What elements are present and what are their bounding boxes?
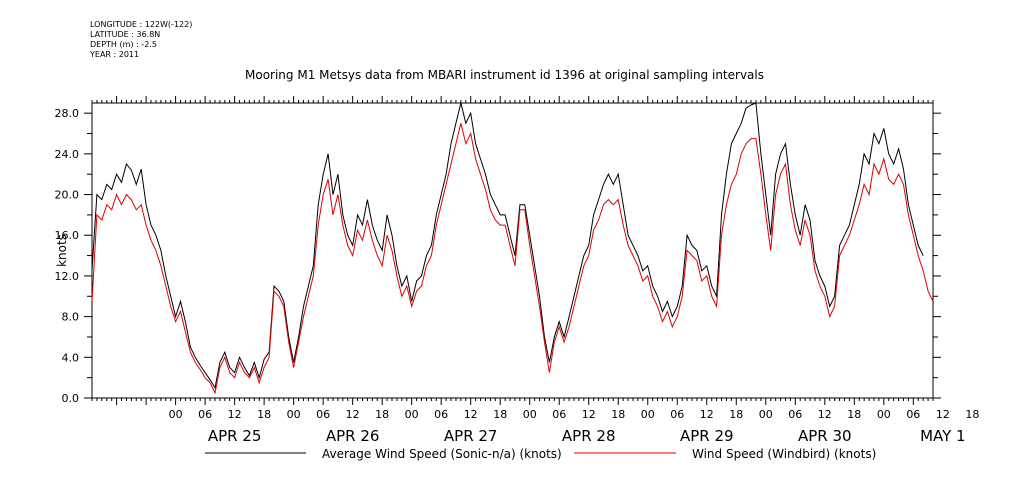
x-day-label: APR 30 — [798, 427, 852, 445]
x-hour-label: 12 — [464, 408, 478, 421]
legend-label-0: Average Wind Speed (Sonic-n/a) (knots) — [322, 447, 562, 461]
x-day-label: APR 29 — [680, 427, 734, 445]
y-tick-label: 8.0 — [62, 311, 80, 324]
x-hour-label: 18 — [493, 408, 507, 421]
latitude-label: LATITUDE : 36.8N — [90, 30, 161, 39]
x-hour-label: 18 — [729, 408, 743, 421]
x-hour-label: 18 — [375, 408, 389, 421]
plot-frame — [91, 102, 934, 399]
x-hour-label: 00 — [523, 408, 537, 421]
x-hour-label: 12 — [818, 408, 832, 421]
x-hour-label: 06 — [316, 408, 330, 421]
x-hour-label: 06 — [552, 408, 566, 421]
y-tick-label: 24.0 — [55, 148, 80, 161]
x-hour-label: 00 — [759, 408, 773, 421]
x-hour-label: 12 — [700, 408, 714, 421]
y-tick-label: 12.0 — [55, 270, 80, 283]
series-line-1 — [91, 123, 934, 395]
depth-label: DEPTH (m) : -2.5 — [90, 40, 157, 49]
series-line-0 — [91, 102, 924, 390]
legend-layer: Average Wind Speed (Sonic-n/a) (knots) Wi… — [205, 447, 876, 461]
x-hour-label: 18 — [257, 408, 271, 421]
x-hour-label: 00 — [169, 408, 183, 421]
x-hour-label: 12 — [228, 408, 242, 421]
x-hour-label: 00 — [641, 408, 655, 421]
year-label: YEAR : 2011 — [90, 50, 140, 59]
x-hour-label: 18 — [847, 408, 861, 421]
y-tick-label: 0.0 — [62, 392, 80, 405]
x-hour-label: 06 — [198, 408, 212, 421]
x-hour-label: 18 — [965, 408, 979, 421]
x-hour-label: 00 — [877, 408, 891, 421]
x-hour-label: 00 — [405, 408, 419, 421]
x-hour-label: 06 — [788, 408, 802, 421]
legend-label-1: Wind Speed (Windbird) (knots) — [692, 447, 876, 461]
x-hour-label: 12 — [936, 408, 950, 421]
series-layer — [91, 102, 934, 395]
x-hour-label: 06 — [670, 408, 684, 421]
y-tick-label: 4.0 — [62, 351, 80, 364]
x-hour-label: 18 — [611, 408, 625, 421]
x-hour-label: 00 — [287, 408, 301, 421]
y-tick-label: 20.0 — [55, 189, 80, 202]
x-hour-label: 06 — [906, 408, 920, 421]
x-day-label: APR 26 — [326, 427, 380, 445]
axes-layer: 0.0 4.0 8.0 12.0 16.0 20.0 24.0 28.0 knots 00 06 12… — [55, 96, 979, 445]
metadata-block: LONGITUDE : 122W(-122) LATITUDE : 36.8N … — [90, 20, 192, 60]
y-axis-label: knots — [55, 234, 69, 267]
x-day-label: APR 27 — [444, 427, 498, 445]
x-day-label: APR 28 — [562, 427, 616, 445]
x-day-label: MAY 1 — [920, 427, 966, 445]
y-tick-label: 16.0 — [55, 229, 80, 242]
x-hour-label: 12 — [582, 408, 596, 421]
longitude-label: LONGITUDE : 122W(-122) — [90, 20, 193, 29]
x-day-label: APR 25 — [208, 427, 262, 445]
y-tick-label: 28.0 — [55, 107, 80, 120]
chart-title: Mooring M1 Metsys data from MBARI instru… — [245, 68, 764, 82]
x-hour-label: 12 — [346, 408, 360, 421]
x-hour-label: 06 — [434, 408, 448, 421]
